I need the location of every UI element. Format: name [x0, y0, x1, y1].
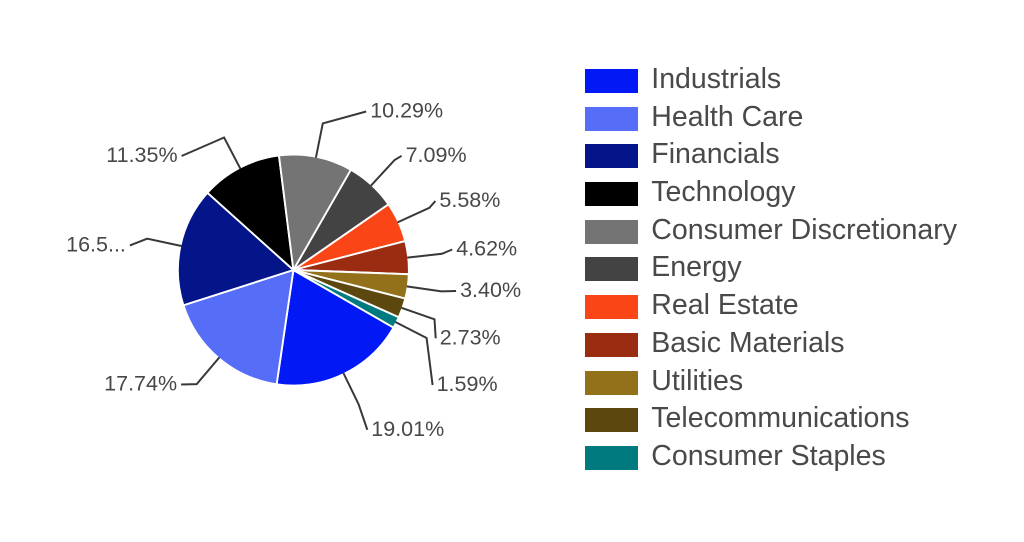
label-tick-consumer-discretionary: [314, 110, 367, 158]
slice-value-label-energy: 7.09%: [406, 143, 467, 167]
label-tick-energy: [370, 154, 403, 187]
legend-swatch-industrials: [585, 69, 638, 93]
legend-item-consumer-discretionary[interactable]: Consumer Discretionary: [585, 213, 957, 246]
legend-item-telecommunications[interactable]: Telecommunications: [585, 402, 957, 435]
legend-swatch-utilities: [585, 370, 638, 395]
legend-swatch-health-care: [585, 106, 638, 131]
slice-value-label-basic-materials: 4.62%: [456, 237, 517, 261]
legend-item-financials[interactable]: Financials: [585, 138, 957, 171]
legend-swatch-consumer-staples: [585, 445, 638, 470]
legend-item-basic-materials[interactable]: Basic Materials: [585, 326, 957, 359]
slice-labels: 19.01% 17.74% 16.5... 11.35% 10.29% 7.09% 5.58…: [66, 99, 521, 441]
legend-swatch-energy: [585, 257, 638, 282]
legend-label-basic-materials: Basic Materials: [651, 326, 845, 359]
legend-label-utilities: Utilities: [651, 364, 744, 397]
slice-value-label-health-care: 17.74%: [104, 372, 177, 396]
label-tick-technology: [181, 136, 242, 170]
slice-value-label-consumer-discretionary: 10.29%: [370, 99, 443, 123]
label-tick-telecommunications: [401, 306, 437, 339]
label-tick-industrials: [342, 372, 369, 431]
legend-item-energy[interactable]: Energy: [585, 251, 957, 284]
legend-swatch-consumer-discretionary: [585, 219, 638, 244]
legend-item-consumer-staples[interactable]: Consumer Staples: [585, 439, 957, 472]
label-tick-health-care: [181, 356, 221, 386]
pie-slices: [176, 153, 410, 387]
slice-value-label-industrials: 19.01%: [371, 417, 444, 441]
slice-value-label-technology: 11.35%: [106, 143, 177, 167]
legend-label-industrials: Industrials: [651, 63, 782, 95]
label-tick-consumer-staples: [394, 321, 434, 386]
label-tick-basic-materials: [407, 248, 453, 259]
legend: Industrials Health Care Financials Technolo…: [585, 63, 957, 484]
legend-label-energy: Energy: [651, 251, 742, 284]
legend-item-health-care[interactable]: Health Care: [585, 100, 957, 133]
legend-item-utilities[interactable]: Utilities: [585, 364, 957, 397]
legend-label-health-care: Health Care: [651, 100, 804, 133]
label-tick-utilities: [406, 285, 457, 293]
legend-label-consumer-discretionary: Consumer Discretionary: [651, 213, 957, 246]
legend-label-real-estate: Real Estate: [651, 289, 799, 322]
legend-swatch-technology: [585, 182, 638, 207]
slice-value-label-real-estate: 5.58%: [439, 188, 500, 212]
legend-label-telecommunications: Telecommunications: [651, 402, 910, 435]
legend-swatch-basic-materials: [585, 332, 638, 357]
slice-value-label-utilities: 3.40%: [460, 278, 521, 302]
slice-value-label-consumer-staples: 1.59%: [437, 372, 498, 396]
legend-label-technology: Technology: [651, 176, 796, 209]
legend-swatch-financials: [585, 144, 638, 169]
label-tick-financials: [129, 237, 182, 247]
legend-label-consumer-staples: Consumer Staples: [651, 439, 886, 472]
legend-item-real-estate[interactable]: Real Estate: [585, 289, 957, 322]
legend-label-financials: Financials: [651, 138, 780, 171]
slice-value-label-financials: 16.5...: [66, 232, 126, 256]
label-ticks: [129, 110, 457, 431]
label-tick-real-estate: [397, 200, 437, 224]
legend-item-industrials[interactable]: Industrials: [585, 63, 957, 95]
legend-swatch-real-estate: [585, 295, 638, 320]
slice-value-label-telecommunications: 2.73%: [440, 325, 501, 349]
legend-swatch-telecommunications: [585, 408, 638, 433]
legend-item-technology[interactable]: Technology: [585, 176, 957, 209]
